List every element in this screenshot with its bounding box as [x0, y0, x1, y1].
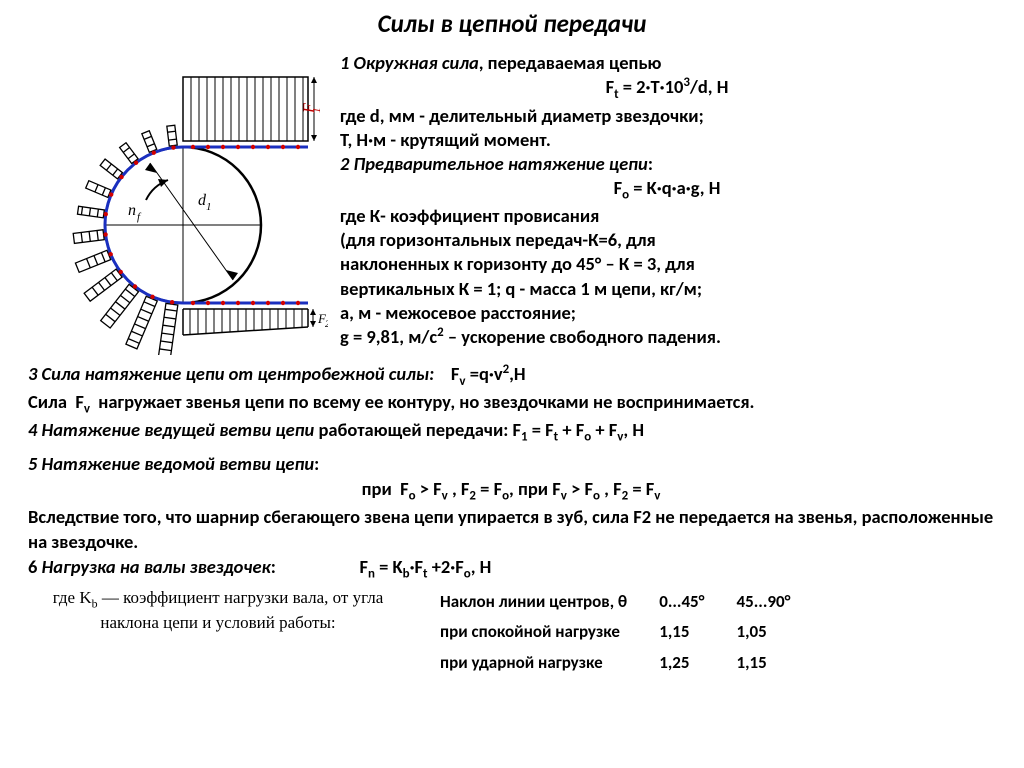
diagram-column: d 1 n f	[0, 45, 340, 355]
sec1-tail: , передаваемая цепью	[479, 51, 662, 74]
sec2-l6: g = 9,81, м/с2 – ускорение свободного па…	[340, 325, 994, 349]
kb-note: где Kb — коэффициент нагрузки вала, от у…	[28, 587, 408, 679]
table-row: при спокойной нагрузке 1,15 1,05	[432, 617, 814, 648]
sec1-head: 1 Окружная сила	[340, 51, 479, 74]
cell: 1,15	[729, 648, 815, 679]
sec6-prefix: 6	[28, 555, 42, 578]
kb-table: Наклон линии центров, θ 0...45° 45...90°…	[432, 587, 814, 679]
cell: при ударной нагрузке	[432, 648, 651, 679]
cell: 45...90°	[729, 587, 815, 618]
cell: 1,25	[651, 648, 728, 679]
table-wrap: где Kb — коэффициент нагрузки вала, от у…	[28, 587, 994, 679]
kb-note-post: — коэффициент нагрузки вала, от угла нак…	[98, 588, 384, 632]
sec2-l3: наклоненных к горизонту до 45° – К = 3, …	[340, 252, 994, 276]
cell: при спокойной нагрузке	[432, 617, 651, 648]
sec5-head: 5 Натяжение ведомой ветви цепи	[28, 452, 314, 475]
sec2-l1: где К- коэффициент провисания	[340, 204, 994, 228]
cell: 1,05	[729, 617, 815, 648]
sec5-note: Вследствие того, что шарнир сбегающего з…	[28, 505, 994, 555]
sec5-colon: :	[314, 452, 319, 475]
svg-text:1: 1	[206, 201, 212, 213]
sec2-l4: вертикальных К = 1; q - масса 1 м цепи, …	[340, 277, 994, 301]
cell: Наклон линии центров, θ	[432, 587, 651, 618]
page-title: Силы в цепной передачи	[0, 0, 1024, 45]
sec3-note: Сила Fv нагружает звенья цепи по всему е…	[28, 390, 994, 418]
kb-note-pre: где K	[53, 588, 92, 607]
sec2-l2: (для горизонтальных передач-К=6, для	[340, 228, 994, 252]
lower-sections: 3 Сила натяжение цепи от центробежной си…	[0, 355, 1024, 679]
sprocket-diagram: d 1 n f	[28, 55, 328, 355]
top-row: d 1 n f	[0, 45, 1024, 355]
sec2-formula: Fо = K·q·a·g, Н	[340, 176, 994, 205]
sec4: 4 Натяжение ведущей ветви цепи работающе…	[28, 418, 994, 446]
right-text-column: 1 Окружная сила, передаваемая цепью Ft =…	[340, 45, 1024, 355]
sec4-head: 4 Натяжение ведущей ветви цепи	[28, 418, 314, 441]
sec2-head: 2 Предварительное натяжение цепи	[340, 152, 648, 175]
cell: 0...45°	[651, 587, 728, 618]
table-row: Наклон линии центров, θ 0...45° 45...90°	[432, 587, 814, 618]
svg-text:1: 1	[311, 108, 323, 114]
sec2-colon: :	[648, 152, 653, 175]
sec6: 6 Нагрузка на валы звездочек: Fn = Kb·Ft…	[28, 555, 994, 583]
sec1-l2: T, Н·м - крутящий момент.	[340, 128, 994, 152]
sec2: 2 Предварительное натяжение цепи:	[340, 152, 994, 176]
svg-text:2: 2	[325, 319, 328, 329]
sec1-l1: где d, мм - делительный диаметр звездочк…	[340, 104, 994, 128]
svg-text:n: n	[128, 202, 136, 219]
sec3-head: 3 Сила натяжение цепи от центробежной си…	[28, 362, 434, 385]
sec6-head: Нагрузка на валы звездочек	[42, 555, 271, 578]
sec5: 5 Натяжение ведомой ветви цепи:	[28, 452, 994, 477]
sec5-formula: при Fо > Fv , F2 = Fо, при Fv > Fо , F2 …	[28, 477, 994, 505]
sec1: 1 Окружная сила, передаваемая цепью	[340, 51, 994, 75]
table-row: при ударной нагрузке 1,25 1,15	[432, 648, 814, 679]
cell: 1,15	[651, 617, 728, 648]
sec1-formula: Ft = 2·T·103/d, Н	[340, 75, 994, 104]
sec2-l5: а, м - межосевое расстояние;	[340, 301, 994, 325]
sec3: 3 Сила натяжение цепи от центробежной си…	[28, 361, 994, 390]
